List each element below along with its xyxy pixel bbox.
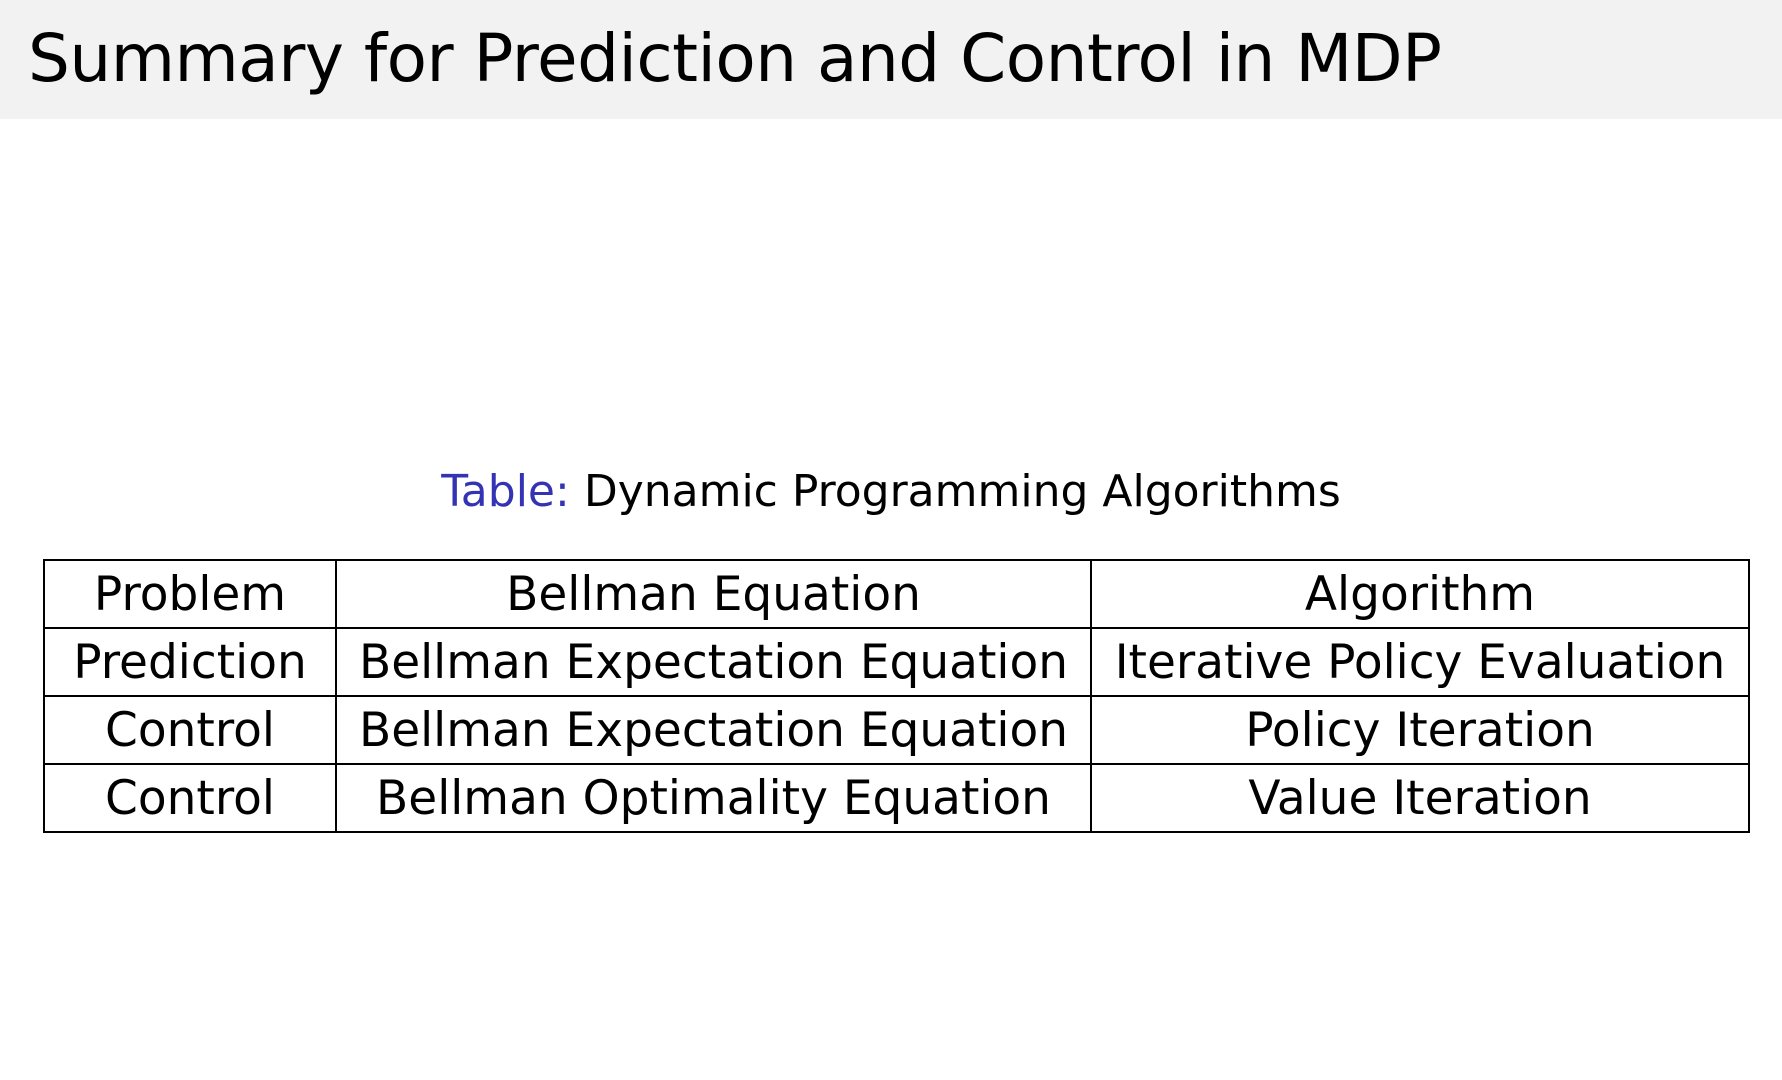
header-cell: Problem: [43, 559, 337, 629]
table-cell: Iterative Policy Evaluation: [1090, 627, 1750, 697]
slide-title: Summary for Prediction and Control in MD…: [28, 20, 1442, 97]
table-row: Control Bellman Expectation Equation Pol…: [43, 695, 1750, 765]
caption-text: Dynamic Programming Algorithms: [583, 466, 1341, 517]
table-cell: Control: [43, 763, 337, 833]
table-cell: Value Iteration: [1090, 763, 1750, 833]
header-cell: Bellman Equation: [335, 559, 1092, 629]
table-cell: Bellman Expectation Equation: [335, 627, 1092, 697]
header-cell: Algorithm: [1090, 559, 1750, 629]
table-cell: Bellman Optimality Equation: [335, 763, 1092, 833]
slide-header: Summary for Prediction and Control in MD…: [0, 0, 1782, 119]
table-header-row: Problem Bellman Equation Algorithm: [43, 559, 1750, 629]
table-cell: Policy Iteration: [1090, 695, 1750, 765]
table-cell: Prediction: [43, 627, 337, 697]
table-row: Prediction Bellman Expectation Equation …: [43, 627, 1750, 697]
table-caption: Table: Dynamic Programming Algorithms: [0, 462, 1782, 522]
table-row: Control Bellman Optimality Equation Valu…: [43, 763, 1750, 833]
table-cell: Control: [43, 695, 337, 765]
dp-algorithms-table: Problem Bellman Equation Algorithm Predi…: [43, 559, 1750, 833]
caption-label: Table:: [441, 466, 570, 517]
table-cell: Bellman Expectation Equation: [335, 695, 1092, 765]
